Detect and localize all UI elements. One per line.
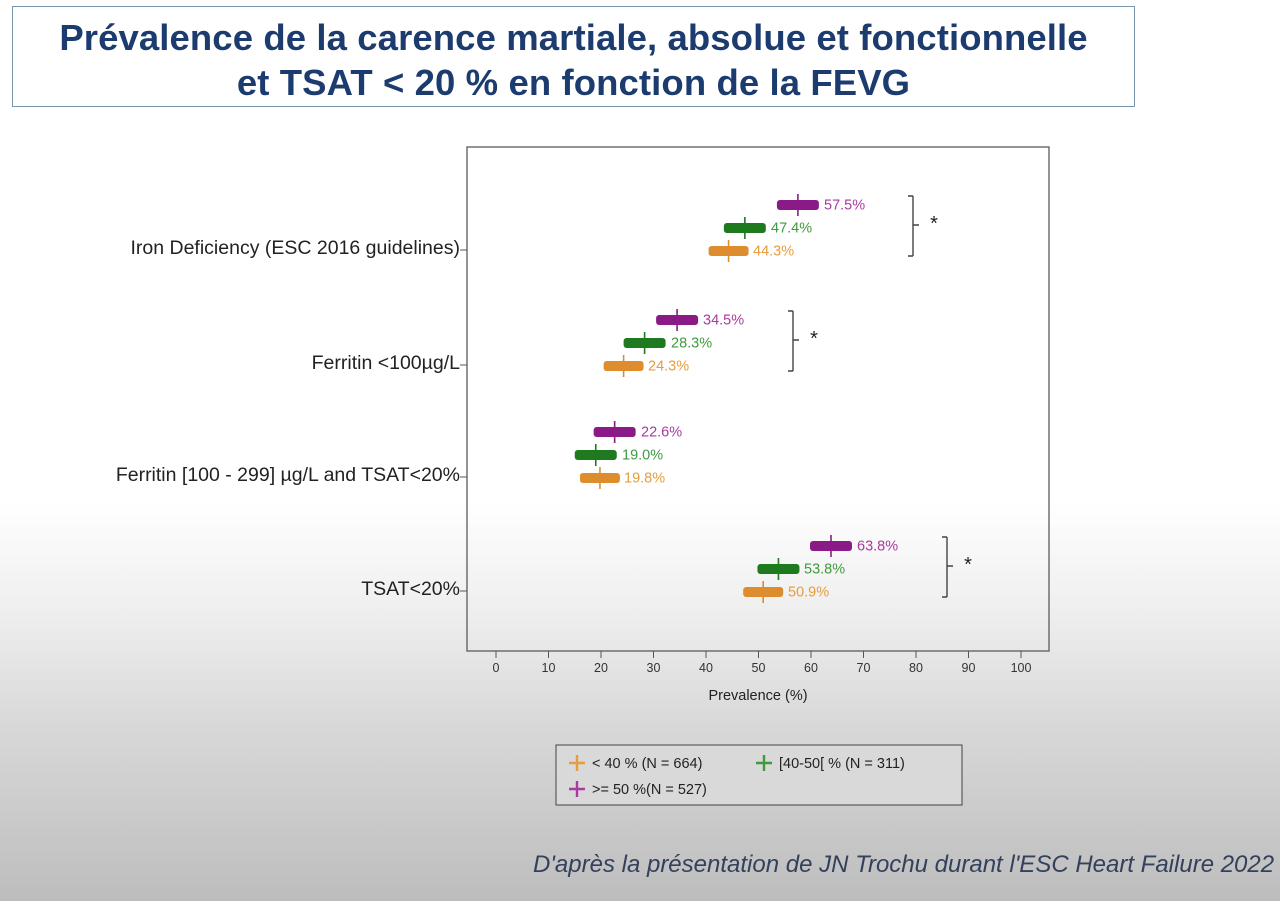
svg-text:Ferritin <100µg/L: Ferritin <100µg/L	[312, 352, 461, 374]
svg-text:10: 10	[542, 661, 556, 675]
svg-text:19.0%: 19.0%	[622, 448, 663, 464]
svg-text:100: 100	[1011, 661, 1032, 675]
svg-text:47.4%: 47.4%	[771, 221, 812, 237]
svg-text:57.5%: 57.5%	[824, 198, 865, 214]
svg-text:50: 50	[752, 661, 766, 675]
svg-text:Prevalence (%): Prevalence (%)	[708, 688, 807, 704]
svg-text:19.8%: 19.8%	[624, 471, 665, 487]
svg-text:50.9%: 50.9%	[788, 585, 829, 601]
svg-text:Iron Deficiency (ESC 2016 guid: Iron Deficiency (ESC 2016 guidelines)	[130, 237, 460, 259]
svg-text:30: 30	[647, 661, 661, 675]
svg-text:80: 80	[909, 661, 923, 675]
svg-text:70: 70	[857, 661, 871, 675]
svg-text:*: *	[810, 328, 818, 350]
svg-text:*: *	[930, 213, 938, 235]
svg-text:44.3%: 44.3%	[753, 244, 794, 260]
svg-text:34.5%: 34.5%	[703, 313, 744, 329]
svg-text:22.6%: 22.6%	[641, 425, 682, 441]
svg-text:90: 90	[962, 661, 976, 675]
svg-text:24.3%: 24.3%	[648, 359, 689, 375]
svg-text:*: *	[964, 554, 972, 576]
svg-text:TSAT<20%: TSAT<20%	[361, 578, 460, 600]
svg-text:< 40 % (N = 664): < 40 % (N = 664)	[592, 756, 702, 772]
svg-text:20: 20	[594, 661, 608, 675]
svg-text:28.3%: 28.3%	[671, 336, 712, 352]
svg-text:>= 50 %(N = 527): >= 50 %(N = 527)	[592, 782, 707, 798]
svg-text:63.8%: 63.8%	[857, 539, 898, 555]
svg-text:0: 0	[493, 661, 500, 675]
svg-text:[40-50[ % (N = 311): [40-50[ % (N = 311)	[779, 756, 905, 772]
svg-text:60: 60	[804, 661, 818, 675]
svg-text:53.8%: 53.8%	[804, 562, 845, 578]
svg-text:Ferritin [100 - 299] µg/L and: Ferritin [100 - 299] µg/L and TSAT<20%	[116, 464, 460, 486]
svg-text:40: 40	[699, 661, 713, 675]
